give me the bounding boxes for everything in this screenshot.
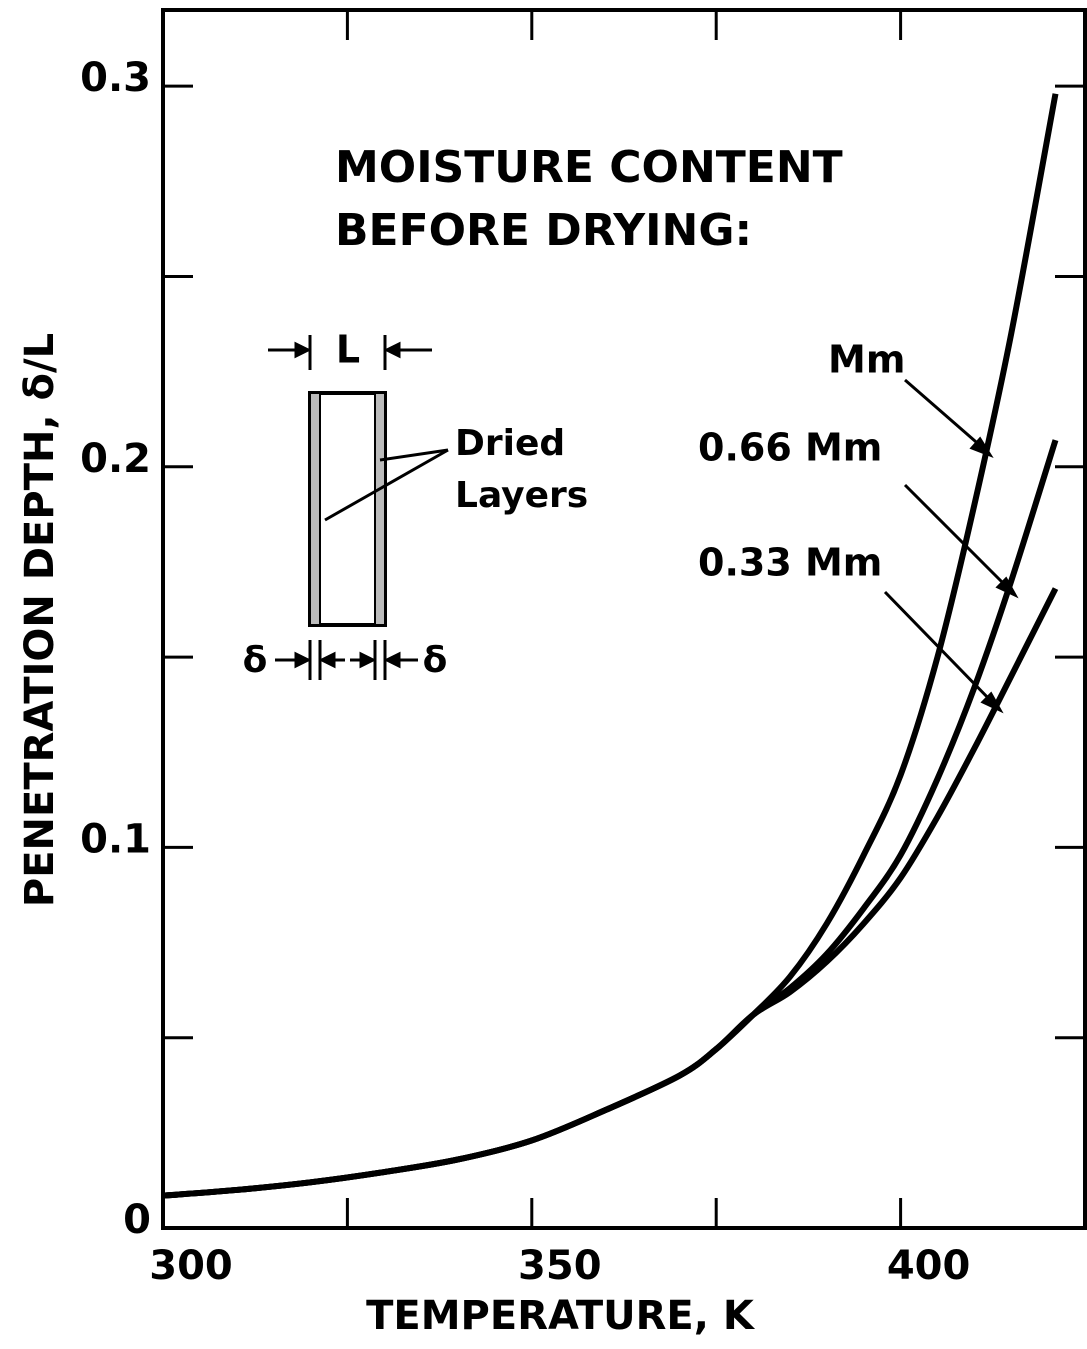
inset-label: δ: [243, 640, 268, 681]
inset-label: Layers: [455, 475, 588, 516]
annotation-heading: MOISTURE CONTENT: [335, 142, 843, 193]
y-tick-label: 0.3: [80, 55, 151, 101]
series-line: [162, 439, 1059, 1199]
inset-label: δ: [423, 640, 448, 681]
series-line: [162, 587, 1059, 1199]
series-line: [162, 93, 1059, 1199]
annotation-heading: BEFORE DRYING:: [335, 205, 752, 256]
y-tick-label: 0.1: [80, 816, 151, 862]
x-tick-label: 300: [149, 1243, 233, 1289]
inset-diagram: [268, 335, 449, 680]
series-label: Mm: [828, 338, 905, 382]
label-arrows: [883, 378, 1019, 714]
y-tick-label: 0.2: [80, 436, 151, 482]
inset-label: Dried: [455, 423, 565, 464]
series-label: 0.33 Mm: [698, 541, 882, 585]
plot-frame: [161, 8, 1087, 1230]
inset-label: L: [336, 328, 360, 372]
x-axis-label: TEMPERATURE, K: [366, 1293, 756, 1339]
y-tick-label: 0: [123, 1197, 151, 1243]
series-label: 0.66 Mm: [698, 426, 882, 470]
y-axis-label: PENETRATION DEPTH, δ/L: [17, 333, 63, 907]
x-tick-label: 350: [518, 1243, 602, 1289]
x-tick-label: 400: [887, 1243, 971, 1289]
